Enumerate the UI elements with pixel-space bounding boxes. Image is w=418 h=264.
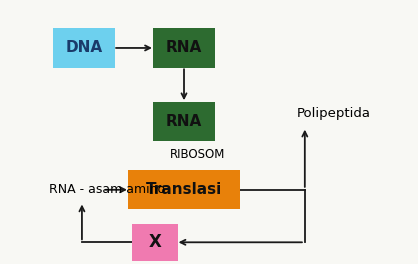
Text: DNA: DNA (66, 40, 102, 55)
Text: RNA: RNA (166, 114, 202, 129)
Text: RNA: RNA (166, 40, 202, 55)
Text: Polipeptida: Polipeptida (297, 107, 371, 120)
Text: Translasi: Translasi (146, 182, 222, 197)
Text: X: X (148, 233, 161, 251)
FancyBboxPatch shape (128, 170, 240, 209)
FancyBboxPatch shape (132, 224, 178, 261)
FancyBboxPatch shape (153, 102, 215, 141)
FancyBboxPatch shape (53, 28, 115, 68)
Text: RIBOSOM: RIBOSOM (169, 148, 225, 161)
Text: RNA - asam amino: RNA - asam amino (48, 183, 165, 196)
FancyBboxPatch shape (153, 28, 215, 68)
